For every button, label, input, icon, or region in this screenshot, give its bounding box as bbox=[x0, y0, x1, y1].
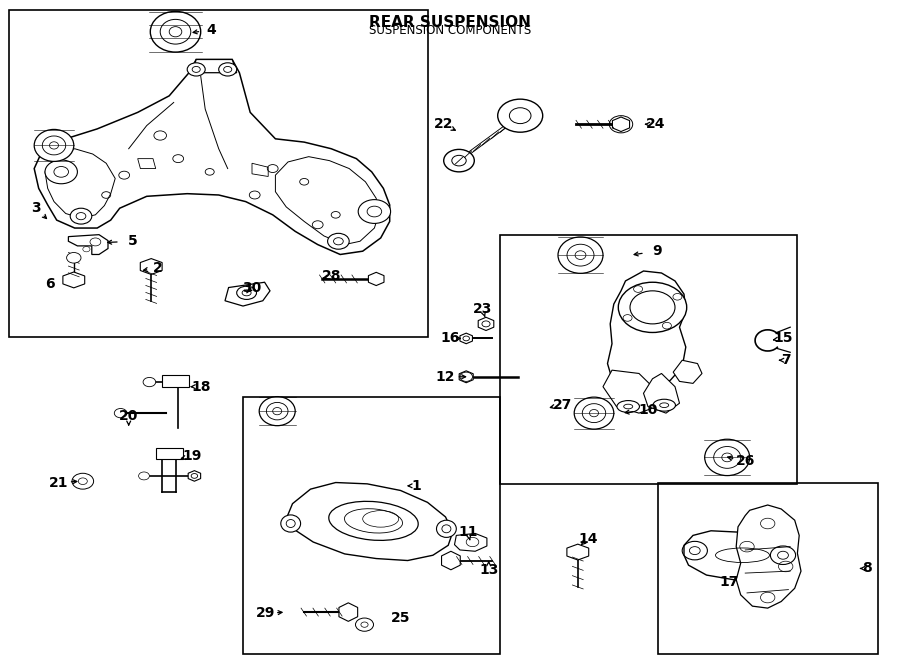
Circle shape bbox=[72, 473, 94, 489]
Bar bbox=[658, 483, 878, 654]
Text: REAR SUSPENSION: REAR SUSPENSION bbox=[369, 15, 531, 30]
Ellipse shape bbox=[653, 399, 675, 411]
Text: 19: 19 bbox=[182, 449, 202, 463]
Text: 4: 4 bbox=[207, 22, 216, 37]
Circle shape bbox=[356, 618, 373, 631]
Ellipse shape bbox=[237, 286, 256, 299]
Text: 12: 12 bbox=[436, 369, 455, 384]
Circle shape bbox=[498, 99, 543, 132]
Text: 15: 15 bbox=[773, 331, 793, 346]
Circle shape bbox=[70, 208, 92, 224]
Ellipse shape bbox=[259, 397, 295, 426]
Text: 7: 7 bbox=[781, 353, 790, 368]
Text: 10: 10 bbox=[638, 403, 658, 417]
Polygon shape bbox=[339, 603, 357, 621]
Circle shape bbox=[328, 233, 349, 249]
Polygon shape bbox=[63, 272, 85, 288]
Circle shape bbox=[143, 377, 156, 387]
Circle shape bbox=[460, 372, 473, 381]
Text: 1: 1 bbox=[412, 479, 421, 493]
Polygon shape bbox=[286, 483, 453, 561]
Text: 5: 5 bbox=[129, 234, 138, 249]
Polygon shape bbox=[612, 117, 630, 132]
Circle shape bbox=[618, 282, 687, 332]
Polygon shape bbox=[225, 282, 270, 306]
Text: SUSPENSION COMPONENTS: SUSPENSION COMPONENTS bbox=[369, 24, 531, 38]
Ellipse shape bbox=[574, 397, 614, 429]
Text: 21: 21 bbox=[49, 475, 68, 490]
Text: 24: 24 bbox=[645, 117, 665, 132]
Polygon shape bbox=[478, 317, 494, 330]
Polygon shape bbox=[34, 59, 390, 254]
Text: 3: 3 bbox=[32, 201, 40, 215]
Bar bbox=[9, 10, 428, 337]
Text: 16: 16 bbox=[440, 331, 460, 346]
Text: 29: 29 bbox=[256, 606, 275, 621]
Text: 23: 23 bbox=[472, 302, 492, 317]
Text: 30: 30 bbox=[242, 280, 262, 295]
Circle shape bbox=[358, 200, 391, 223]
Text: 22: 22 bbox=[434, 117, 454, 132]
Polygon shape bbox=[368, 272, 384, 286]
Circle shape bbox=[444, 149, 474, 172]
Polygon shape bbox=[736, 505, 801, 608]
Polygon shape bbox=[460, 333, 473, 344]
Polygon shape bbox=[68, 235, 108, 254]
Circle shape bbox=[67, 253, 81, 263]
Circle shape bbox=[187, 63, 205, 76]
Polygon shape bbox=[673, 360, 702, 383]
Polygon shape bbox=[603, 370, 657, 413]
Text: 11: 11 bbox=[458, 525, 478, 539]
Text: 13: 13 bbox=[479, 563, 499, 577]
Polygon shape bbox=[608, 271, 686, 393]
Ellipse shape bbox=[281, 515, 301, 532]
Polygon shape bbox=[684, 531, 796, 580]
Text: 26: 26 bbox=[735, 454, 755, 469]
Text: 25: 25 bbox=[391, 611, 410, 625]
Ellipse shape bbox=[150, 11, 201, 52]
Ellipse shape bbox=[616, 401, 639, 412]
Polygon shape bbox=[459, 371, 473, 383]
Text: 14: 14 bbox=[578, 531, 598, 546]
Ellipse shape bbox=[34, 130, 74, 161]
Text: 8: 8 bbox=[862, 561, 871, 576]
Text: 2: 2 bbox=[153, 260, 162, 275]
Ellipse shape bbox=[705, 439, 750, 476]
Text: 6: 6 bbox=[45, 277, 54, 292]
Ellipse shape bbox=[436, 520, 456, 537]
Circle shape bbox=[114, 408, 127, 418]
Polygon shape bbox=[644, 373, 680, 413]
Circle shape bbox=[219, 63, 237, 76]
Text: 17: 17 bbox=[719, 574, 739, 589]
Polygon shape bbox=[156, 448, 183, 459]
Polygon shape bbox=[442, 551, 460, 570]
Polygon shape bbox=[162, 375, 189, 387]
Bar bbox=[243, 397, 500, 654]
Text: 18: 18 bbox=[192, 379, 211, 394]
Text: 9: 9 bbox=[652, 244, 662, 258]
Polygon shape bbox=[567, 544, 589, 560]
Circle shape bbox=[45, 160, 77, 184]
Polygon shape bbox=[454, 533, 487, 551]
Polygon shape bbox=[188, 471, 201, 481]
Polygon shape bbox=[140, 258, 162, 274]
Bar bbox=[500, 235, 797, 484]
Ellipse shape bbox=[558, 237, 603, 274]
Circle shape bbox=[139, 472, 149, 480]
Polygon shape bbox=[192, 59, 237, 73]
Text: 27: 27 bbox=[553, 397, 572, 412]
Circle shape bbox=[609, 116, 633, 133]
Text: 20: 20 bbox=[119, 409, 139, 424]
Text: 28: 28 bbox=[321, 269, 341, 284]
